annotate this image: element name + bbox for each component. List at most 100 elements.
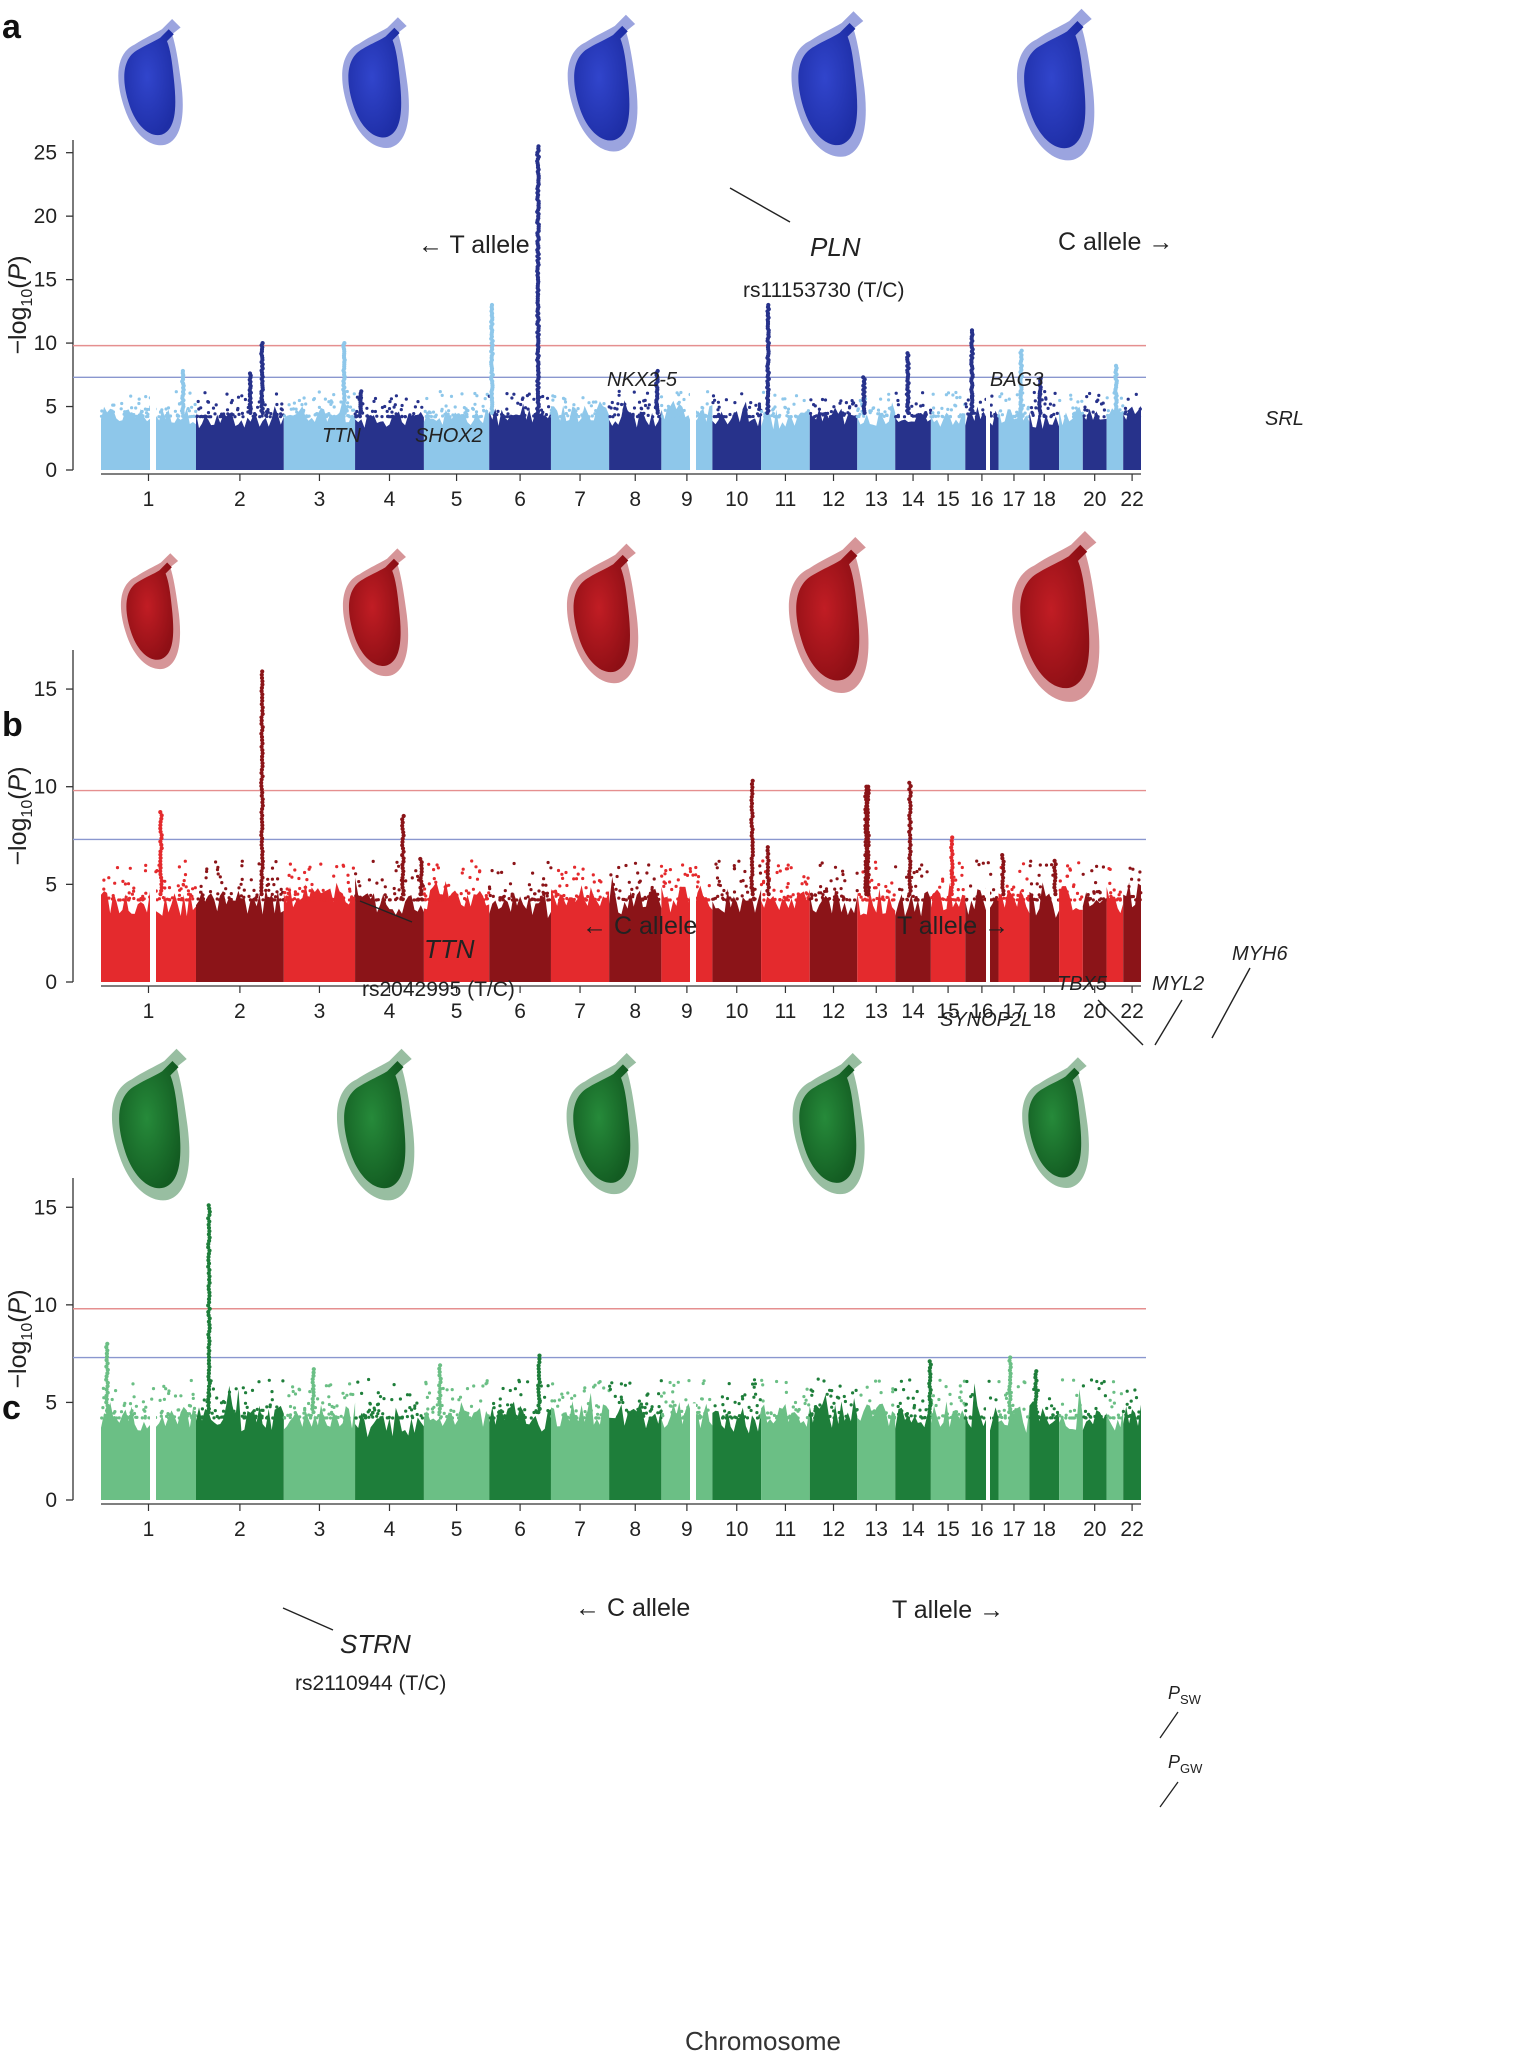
snp-point [545, 894, 549, 898]
snp-point [449, 1408, 453, 1412]
snp-point [935, 898, 939, 902]
snp-point [438, 1380, 443, 1385]
snp-point [143, 1409, 147, 1413]
snp-point [259, 780, 264, 785]
snp-point [130, 1409, 134, 1413]
snp-point [462, 1416, 466, 1420]
snp-point [437, 1410, 442, 1415]
snp-point [611, 882, 616, 887]
snp-point [842, 896, 846, 900]
snp-point [336, 898, 340, 902]
snp-point [584, 898, 589, 902]
snp-point [519, 1393, 523, 1397]
snp-point [676, 897, 680, 901]
snp-point [594, 409, 598, 413]
snp-point [885, 895, 889, 900]
y-tick-label: 0 [45, 971, 57, 994]
snp-point [866, 866, 871, 871]
snp-point [584, 886, 588, 890]
x-tick-label: 12 [822, 1000, 845, 1023]
snp-point [207, 1277, 212, 1282]
chromosome-points-21 [1106, 1380, 1124, 1500]
snp-point [569, 1405, 574, 1409]
snp-point [1055, 1415, 1059, 1419]
chromosome-points-1 [100, 1378, 198, 1500]
snp-point [379, 1416, 384, 1420]
snp-point [978, 400, 983, 404]
snp-point [1058, 879, 1062, 883]
pgw-pointer [1159, 1781, 1179, 1808]
snp-point [437, 1383, 442, 1388]
snp-point [786, 894, 790, 898]
snp-point [657, 1392, 661, 1396]
snp-point [908, 790, 913, 795]
allele-right-a: C allele → [1058, 228, 1173, 256]
snp-point [536, 1410, 541, 1415]
snp-point [955, 1416, 960, 1420]
snp-point [475, 877, 480, 881]
snp-point [891, 1403, 895, 1407]
snp-point [427, 897, 431, 902]
snp-point [330, 1404, 334, 1409]
snp-point [206, 1258, 211, 1263]
snp-point [1051, 1413, 1055, 1417]
snp-point [802, 875, 806, 879]
snp-point [523, 413, 527, 417]
snp-point [1128, 866, 1132, 870]
x-tick-label: 9 [681, 1518, 693, 1541]
snp-point [773, 897, 777, 902]
snp-point [865, 869, 870, 874]
snp-point [845, 1414, 849, 1418]
snp-point [702, 1379, 706, 1383]
snp-point [673, 410, 677, 414]
snp-point [820, 861, 824, 865]
snp-point [537, 1360, 542, 1365]
snp-point [564, 411, 568, 416]
snp-point [683, 872, 687, 876]
heart-row-b [120, 531, 1100, 702]
gap [690, 882, 696, 982]
point-mass [423, 1402, 490, 1500]
panel-letter-a: a [2, 8, 22, 46]
snp-point [907, 816, 912, 821]
snp-point [924, 411, 928, 415]
snp-point [468, 875, 472, 880]
snp-point [506, 412, 510, 416]
snp-point [800, 882, 804, 886]
snp-point [944, 898, 949, 902]
snp-point [765, 865, 771, 870]
snp-point [623, 1383, 628, 1387]
snp-point [206, 1261, 212, 1266]
snp-point [177, 1408, 181, 1412]
snp-point [259, 672, 264, 677]
snp-point [482, 408, 486, 412]
snp-point [527, 883, 532, 887]
snp-point [605, 891, 609, 895]
snp-point [597, 1381, 601, 1385]
snp-point [550, 408, 554, 412]
snp-point [608, 1384, 612, 1388]
snp-point [593, 412, 597, 416]
snp-point [270, 897, 274, 901]
gene-label-bag3: BAG3 [990, 369, 1043, 391]
snp-point [1085, 395, 1089, 399]
snp-point [664, 869, 668, 873]
snp-point [400, 826, 405, 832]
chromosome-points-7 [550, 1380, 611, 1500]
snp-point [662, 880, 666, 884]
snp-point [972, 897, 977, 901]
snp-point [1065, 896, 1069, 900]
snp-point [833, 865, 838, 869]
snp-point [260, 748, 265, 753]
snp-point [623, 402, 627, 406]
snp-point [316, 1397, 320, 1401]
snp-point [752, 1395, 756, 1399]
snp-point [681, 895, 685, 899]
snp-point [997, 1380, 1001, 1384]
snp-point [933, 1416, 937, 1420]
snp-point [874, 1416, 878, 1420]
snp-point [302, 898, 306, 902]
snp-point [258, 415, 262, 419]
snp-point [358, 884, 362, 888]
